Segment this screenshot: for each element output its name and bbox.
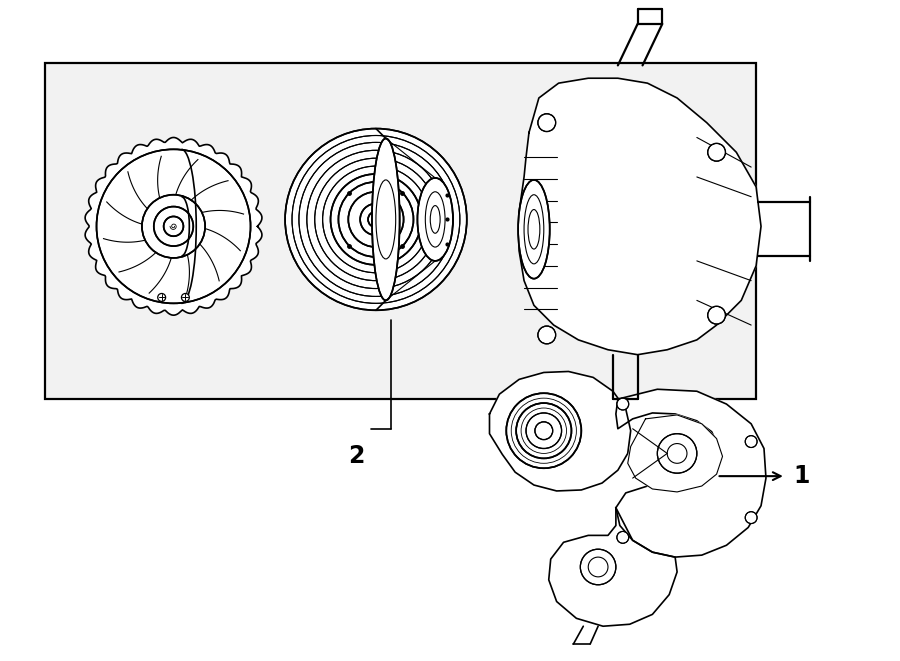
Circle shape (517, 403, 572, 458)
Circle shape (96, 149, 250, 303)
Circle shape (745, 512, 757, 524)
Text: 2: 2 (348, 444, 364, 467)
Circle shape (707, 143, 725, 161)
Circle shape (299, 142, 453, 296)
Polygon shape (627, 415, 723, 492)
Bar (45, 63, 756, 399)
Circle shape (368, 212, 383, 227)
Circle shape (580, 549, 616, 585)
Circle shape (526, 413, 562, 449)
Circle shape (330, 174, 421, 265)
Polygon shape (86, 137, 262, 315)
Circle shape (315, 158, 437, 281)
Circle shape (322, 166, 429, 273)
Circle shape (292, 136, 460, 303)
Circle shape (538, 326, 555, 344)
Circle shape (616, 398, 629, 410)
Circle shape (154, 207, 194, 246)
Ellipse shape (518, 180, 550, 279)
Text: 1: 1 (794, 464, 810, 488)
Circle shape (707, 306, 725, 324)
Circle shape (348, 192, 403, 247)
Polygon shape (519, 78, 761, 355)
Circle shape (142, 195, 205, 258)
Circle shape (745, 436, 757, 447)
Polygon shape (490, 371, 631, 491)
Circle shape (657, 434, 697, 473)
Circle shape (538, 114, 555, 132)
Circle shape (616, 531, 629, 543)
Ellipse shape (372, 138, 400, 300)
Circle shape (285, 129, 467, 310)
Circle shape (182, 293, 189, 301)
Circle shape (307, 150, 446, 289)
Circle shape (158, 293, 166, 301)
Ellipse shape (418, 178, 453, 261)
Circle shape (338, 182, 413, 257)
Circle shape (535, 422, 553, 440)
Polygon shape (616, 389, 766, 557)
Circle shape (164, 216, 184, 236)
Circle shape (507, 393, 581, 468)
Polygon shape (549, 508, 677, 626)
Circle shape (360, 204, 392, 235)
